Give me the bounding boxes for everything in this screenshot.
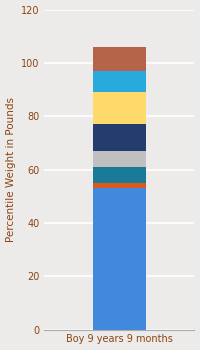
- Y-axis label: Percentile Weight in Pounds: Percentile Weight in Pounds: [6, 97, 16, 242]
- Bar: [93, 167, 146, 183]
- Bar: [93, 124, 146, 151]
- Bar: [93, 47, 146, 71]
- Bar: [93, 92, 146, 124]
- Bar: [93, 71, 146, 92]
- Bar: [93, 188, 146, 330]
- Bar: [93, 151, 146, 167]
- Bar: [93, 183, 146, 188]
